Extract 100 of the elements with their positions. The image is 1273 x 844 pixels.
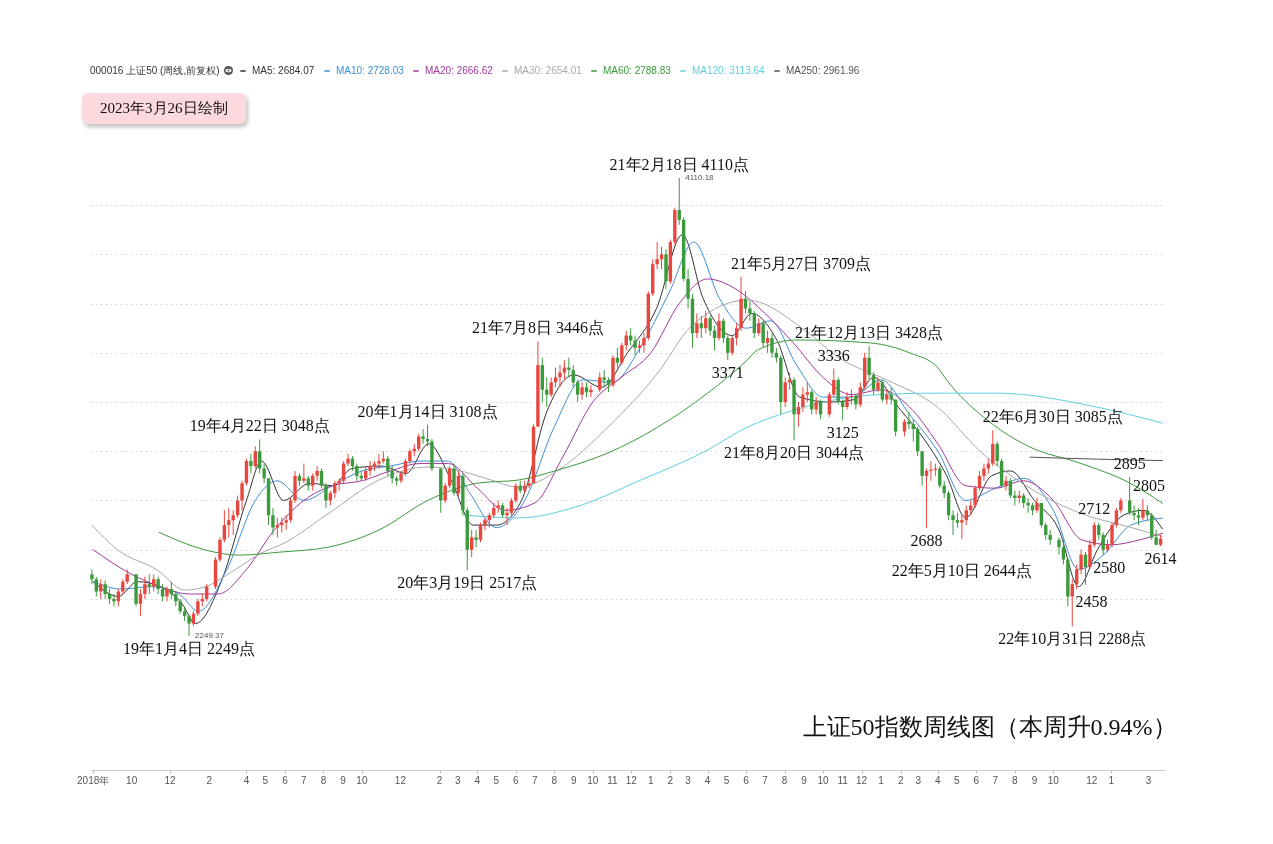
annotation: 2249.37: [195, 631, 225, 640]
annotation: 20年1月14日 3108点: [357, 402, 498, 420]
candlestick: [836, 376, 840, 405]
candlestick: [302, 463, 306, 484]
x-tick-label: 2: [667, 775, 674, 786]
candlestick: [863, 352, 867, 391]
candlestick: [138, 588, 143, 617]
candlestick: [1066, 559, 1070, 607]
candlestick: [814, 396, 818, 415]
x-tick-label: 2: [897, 775, 904, 786]
candlestick: [421, 428, 425, 445]
candlestick: [1008, 477, 1013, 499]
candlestick: [253, 445, 257, 469]
candlestick: [867, 345, 871, 381]
annotation: 2688: [910, 532, 943, 550]
candlestick: [752, 310, 756, 339]
legend-title: 000016 上证50 (周线,前复权): [90, 65, 220, 76]
candlestick: [677, 177, 681, 226]
candlestick: [792, 376, 796, 441]
legend-label: MA30: 2654.01: [514, 65, 583, 76]
x-tick-label: 7: [531, 775, 538, 786]
candlestick: [730, 335, 734, 356]
x-tick-label: 7: [992, 775, 999, 786]
candlestick: [505, 507, 509, 526]
x-tick-label: 10: [1047, 775, 1060, 786]
candlestick: [447, 465, 452, 489]
candlestick: [734, 322, 739, 346]
x-tick-label: 3: [1145, 775, 1152, 786]
candlestick: [262, 463, 266, 484]
candlestick: [739, 276, 743, 332]
x-tick-label: 8: [781, 775, 788, 786]
candlestick: [1110, 522, 1114, 548]
candlestick: [664, 248, 668, 290]
candlestick: [443, 482, 447, 504]
candlestick: [1057, 536, 1061, 556]
candlestick: [1035, 497, 1039, 514]
annotation: 2895: [1113, 455, 1146, 473]
x-tick-label: 2018年: [77, 775, 110, 786]
x-tick-label: 9: [340, 775, 347, 786]
x-tick-label: 5: [723, 775, 730, 786]
annotation: 4110.18: [685, 173, 715, 182]
candlestick: [779, 354, 783, 415]
candlestick: [134, 573, 138, 607]
x-tick-label: 9: [571, 775, 578, 786]
annotation: 21年5月27日 3709点: [731, 254, 872, 272]
x-tick-label: 7: [301, 775, 308, 786]
x-tick-label: 6: [282, 775, 289, 786]
candlestick: [143, 576, 147, 600]
candlestick: [673, 207, 677, 245]
candlestick: [964, 504, 968, 526]
candlestick: [461, 472, 465, 516]
x-tick-label: 7: [762, 775, 769, 786]
candlestick: [1114, 507, 1119, 529]
candlestick: [275, 517, 280, 538]
legend-label: MA120: 3113.64: [692, 65, 766, 76]
candlestick: [430, 438, 434, 472]
x-tick-label: 9: [801, 775, 808, 786]
candlestick: [244, 458, 249, 487]
annotation: 3336: [817, 346, 850, 364]
legend-label: MA60: 2788.83: [603, 65, 672, 76]
x-tick-label: 4: [474, 775, 481, 786]
x-tick-label: 1: [648, 775, 655, 786]
candlestick: [465, 507, 469, 571]
x-tick-label: 4: [243, 775, 250, 786]
candlestick: [695, 312, 699, 339]
candlestick: [249, 453, 253, 474]
candlestick: [783, 376, 787, 408]
annotation: 19年1月4日 2249点: [123, 640, 256, 657]
annotation: 21年8月20日 3044点: [724, 444, 865, 462]
candlestick: [704, 310, 708, 334]
candlestick: [871, 371, 876, 396]
annotation: 2614: [1144, 550, 1177, 568]
candlestick: [439, 467, 443, 514]
x-tick-label: 5: [954, 775, 961, 786]
candlestick: [1004, 475, 1008, 492]
x-tick-label: 6: [973, 775, 980, 786]
candlestick: [686, 268, 690, 309]
candlestick: [681, 216, 686, 282]
candlestick: [907, 411, 911, 430]
candlestick: [315, 465, 319, 482]
candlestick: [1088, 539, 1092, 570]
candlestick: [1092, 521, 1097, 548]
candlestick: [549, 376, 553, 398]
candlestick: [483, 517, 487, 531]
candlestick: [999, 458, 1004, 489]
candlestick: [478, 522, 483, 543]
candlestick: [646, 290, 651, 341]
candlestick: [1013, 490, 1017, 506]
x-tick-label: 10: [817, 775, 830, 786]
candlestick: [165, 586, 169, 602]
candlestick: [147, 573, 151, 595]
candlestick: [337, 477, 341, 492]
candlestick: [960, 514, 964, 540]
candlestick: [876, 376, 880, 393]
x-tick-label: 5: [493, 775, 500, 786]
candlestick: [222, 509, 227, 543]
candlestick: [651, 258, 655, 297]
x-tick-label: 12: [625, 775, 638, 786]
candlestick: [655, 241, 659, 270]
annotation: 2712: [1078, 500, 1111, 518]
